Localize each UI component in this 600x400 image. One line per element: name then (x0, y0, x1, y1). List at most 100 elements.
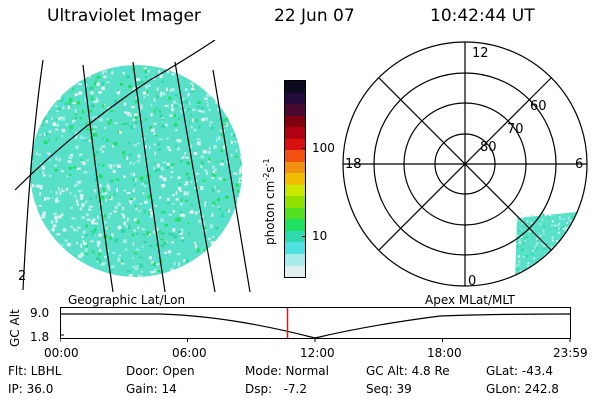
emission-speckle (567, 272, 570, 275)
emission-speckle (72, 102, 77, 104)
emission-speckle (575, 263, 578, 266)
emission-speckle (54, 164, 57, 167)
emission-speckle (223, 260, 227, 262)
emission-speckle (132, 178, 135, 181)
emission-speckle (153, 162, 156, 165)
emission-speckle (68, 98, 73, 102)
emission-speckle (121, 123, 125, 125)
emission-speckle (43, 94, 47, 98)
emission-speckle (94, 228, 97, 232)
emission-speckle (202, 179, 205, 182)
emission-speckle (50, 190, 52, 193)
emission-speckle (98, 233, 102, 237)
emission-speckle (132, 87, 136, 91)
emission-speckle (45, 109, 50, 113)
emission-speckle (89, 205, 93, 208)
emission-speckle (563, 261, 566, 264)
emission-speckle (96, 240, 101, 245)
emission-speckle (197, 101, 202, 104)
emission-speckle (130, 106, 135, 109)
colorbar-band (285, 173, 305, 185)
emission-speckle (237, 81, 240, 84)
emission-speckle (39, 228, 43, 231)
emission-speckle (230, 237, 233, 240)
emission-speckle (51, 260, 56, 264)
emission-speckle (175, 191, 178, 195)
emission-speckle (149, 211, 154, 215)
emission-speckle (184, 199, 188, 203)
emission-speckle (231, 91, 234, 96)
colorbar-band (285, 81, 305, 93)
emission-speckle (241, 215, 242, 219)
emission-speckle (214, 186, 217, 189)
emission-speckle (196, 81, 201, 84)
emission-speckle (233, 172, 238, 175)
emission-speckle (36, 243, 39, 248)
colorbar-band (285, 265, 305, 277)
emission-speckle (43, 173, 46, 177)
emission-speckle (90, 97, 93, 100)
emission-speckle (137, 142, 140, 145)
emission-speckle (223, 123, 227, 126)
emission-speckle (80, 158, 83, 162)
emission-speckle (102, 212, 104, 217)
emission-speckle (575, 237, 577, 240)
altitude-curve (61, 313, 571, 339)
emission-speckle (191, 85, 194, 88)
emission-speckle (521, 222, 524, 225)
colorbar-band (285, 196, 305, 208)
emission-speckle (191, 90, 195, 93)
emission-speckle (201, 162, 204, 166)
emission-speckle (101, 86, 105, 91)
emission-speckle (123, 229, 126, 233)
emission-speckle (541, 242, 543, 245)
emission-speckle (199, 258, 203, 263)
emission-speckle (229, 99, 231, 102)
emission-speckle (166, 87, 168, 91)
emission-speckle (50, 71, 53, 76)
emission-speckle (525, 279, 527, 282)
emission-speckle (187, 87, 192, 91)
emission-speckle (36, 122, 39, 126)
emission-speckle (79, 194, 84, 197)
emission-speckle (142, 192, 145, 195)
emission-speckle (210, 212, 213, 216)
emission-speckle (536, 273, 539, 276)
emission-speckle (235, 261, 239, 265)
colorbar-band (285, 127, 305, 139)
emission-speckle (134, 113, 136, 117)
emission-speckle (139, 107, 143, 110)
emission-speckle (519, 212, 522, 215)
emission-speckle (54, 215, 58, 220)
emission-speckle (41, 124, 44, 126)
emission-speckle (556, 246, 559, 249)
emission-speckle (209, 121, 213, 124)
emission-speckle (124, 248, 128, 251)
emission-speckle (239, 65, 242, 68)
emission-speckle (163, 165, 165, 169)
emission-speckle (173, 233, 175, 235)
emission-speckle (133, 188, 135, 193)
emission-speckle (33, 78, 35, 81)
emission-speckle (547, 216, 550, 219)
emission-speckle (76, 203, 79, 207)
emission-speckle (190, 203, 193, 206)
emission-speckle (88, 208, 92, 211)
emission-speckle (45, 240, 49, 244)
emission-speckle (126, 156, 129, 160)
emission-speckle (180, 207, 183, 212)
emission-speckle (175, 139, 179, 142)
emission-speckle (143, 95, 146, 99)
emission-speckle (170, 163, 175, 166)
emission-speckle (200, 155, 204, 159)
emission-speckle (158, 205, 161, 208)
emission-speckle (84, 97, 88, 102)
emission-speckle (166, 166, 170, 170)
timeline-xtick-0600: 06:00 (172, 346, 207, 360)
emission-speckle (234, 87, 237, 91)
emission-speckle (578, 257, 581, 260)
emission-speckle (139, 176, 144, 181)
emission-speckle (536, 247, 539, 250)
emission-speckle (119, 258, 123, 261)
emission-speckle (85, 186, 88, 189)
